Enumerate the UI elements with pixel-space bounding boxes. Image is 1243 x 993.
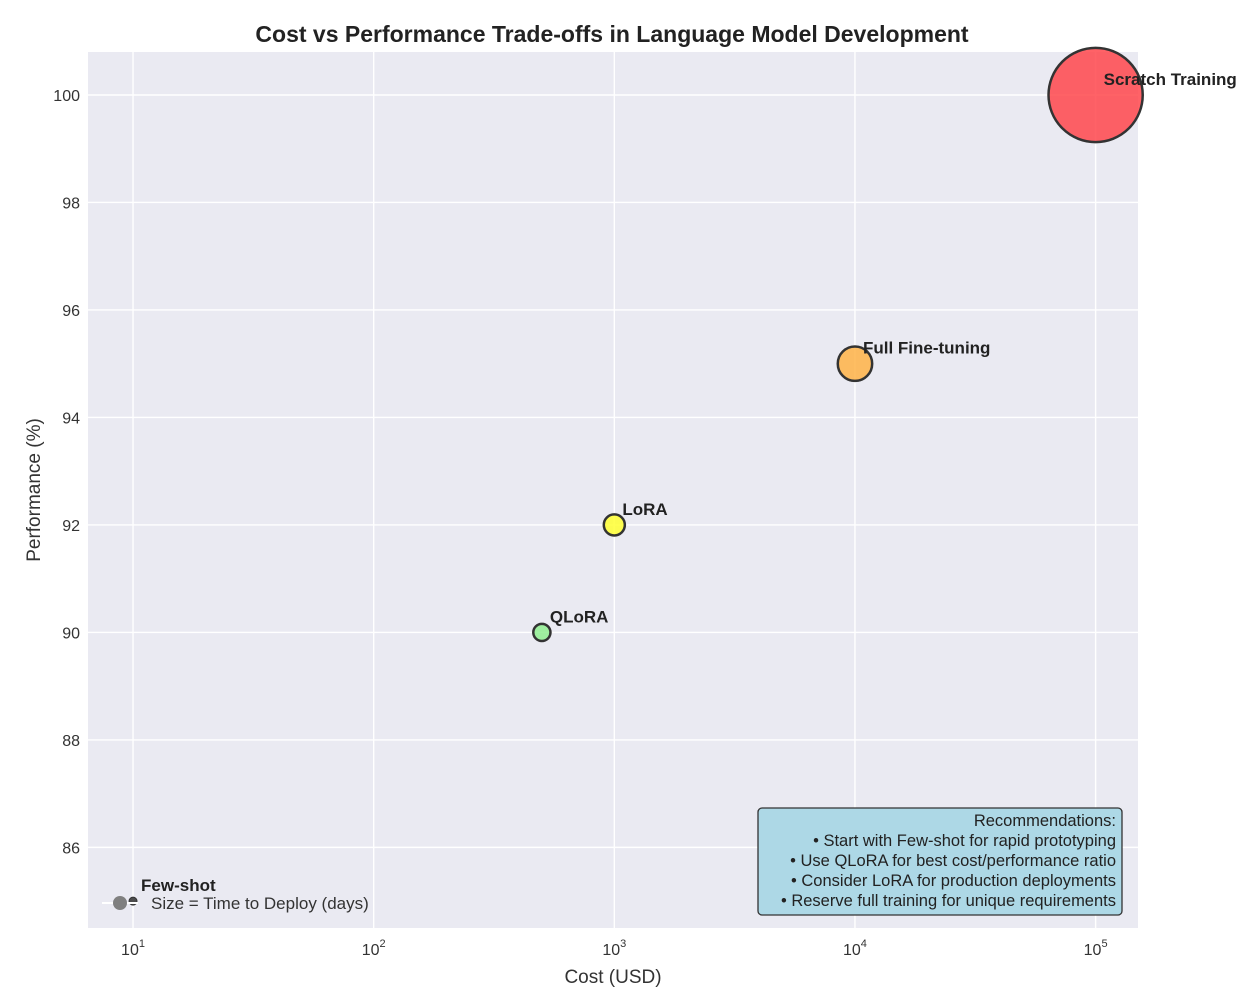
x-tick-label: 103 [602, 938, 626, 959]
labels-layer: Few-shot QLoRA LoRA Full Fine-tuning Scratch… [141, 70, 1237, 895]
recommendation-line: • Reserve full training for unique requi… [781, 892, 1116, 910]
recommendations-box-bg [757, 807, 1123, 916]
point-label-lora: LoRA [622, 500, 667, 519]
recommendations-title: Recommendations: [974, 812, 1116, 830]
point-qlora [532, 622, 552, 643]
y-tick-label: 100 [53, 88, 80, 105]
x-tick-label: 101 [121, 938, 145, 959]
x-tick-label: 105 [1084, 938, 1108, 959]
y-tick-label: 86 [62, 840, 80, 857]
recommendations-box: Recommendations: • Start with Few-shot f… [757, 807, 1123, 916]
point-label-full-fine-tuning: Full Fine-tuning [863, 339, 990, 358]
legend-label: Size = Time to Deploy (days) [151, 894, 369, 913]
y-tick-label: 92 [62, 518, 80, 535]
y-tick-label: 90 [62, 625, 80, 642]
x-tick-label: 104 [843, 938, 867, 959]
x-axis-label: Cost (USD) [564, 967, 661, 988]
point-full-fine-tuning [836, 345, 874, 383]
y-axis-label: Performance (%) [24, 418, 45, 562]
legend: Size = Time to Deploy (days) [102, 894, 369, 913]
y-tick-label: 98 [62, 195, 80, 212]
y-tick-label: 94 [62, 410, 80, 427]
recommendation-line: • Use QLoRA for best cost/performance ra… [790, 852, 1116, 870]
point-scratch-training [1047, 46, 1144, 144]
point-lora [602, 513, 627, 537]
tick-layer: 101 102 103 104 105 86 88 90 92 94 96 98 100 [53, 88, 1107, 959]
x-tick-label: 102 [362, 938, 386, 959]
grid-layer [88, 52, 1138, 928]
legend-marker [113, 896, 127, 910]
plot-area [88, 52, 1138, 928]
recommendation-line: • Start with Few-shot for rapid prototyp… [813, 832, 1116, 850]
y-tick-label: 88 [62, 733, 80, 750]
point-label-qlora: QLoRA [550, 607, 609, 626]
point-label-few-shot: Few-shot [141, 876, 216, 895]
point-label-scratch-training: Scratch Training [1104, 70, 1237, 89]
recommendation-line: • Consider LoRA for production deploymen… [791, 872, 1116, 890]
chart-title: Cost vs Performance Trade-offs in Langua… [255, 21, 968, 47]
y-tick-label: 96 [62, 303, 80, 320]
